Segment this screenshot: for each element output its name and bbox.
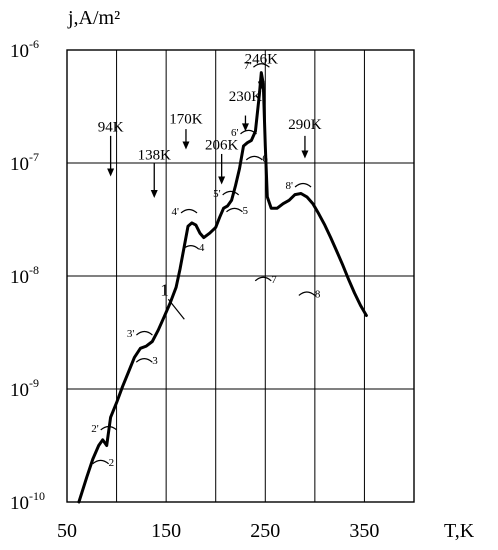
arrow-head bbox=[107, 168, 115, 177]
x-tick-label: 350 bbox=[349, 520, 379, 542]
curve-label: 1 bbox=[160, 280, 169, 299]
series-line bbox=[77, 71, 368, 504]
temperature-label: 138K bbox=[138, 148, 172, 164]
y-tick-label: 10-6 bbox=[10, 37, 39, 62]
curve-label-leader bbox=[167, 298, 185, 320]
peak-label: 3' bbox=[127, 328, 135, 340]
peak-arc bbox=[226, 207, 243, 213]
y-tick-exponent: -6 bbox=[29, 37, 39, 51]
series-layer bbox=[77, 71, 368, 504]
peak-label: 8' bbox=[286, 180, 294, 192]
peak-label: 2' bbox=[91, 423, 99, 435]
peak-label: 4 bbox=[199, 242, 205, 254]
temperature-label: 94K bbox=[98, 119, 124, 135]
arrow-head bbox=[257, 81, 265, 90]
y-axis-label: j,A/m² bbox=[67, 7, 120, 29]
temperature-label: 246K bbox=[245, 52, 279, 68]
peak-label: 7' bbox=[244, 60, 252, 72]
arrow-head bbox=[218, 176, 226, 185]
peak-arc bbox=[92, 459, 110, 465]
y-tick-label: 10-10 bbox=[10, 489, 45, 514]
peak-arc bbox=[136, 330, 153, 336]
peak-arc bbox=[254, 276, 272, 282]
peak-arc bbox=[180, 208, 198, 214]
arrow-head bbox=[241, 123, 249, 132]
grid bbox=[66, 49, 415, 503]
arrow-head bbox=[150, 190, 158, 199]
temperature-label: 290K bbox=[288, 117, 322, 133]
temperature-label: 206K bbox=[205, 137, 239, 153]
x-tick-label: 150 bbox=[151, 520, 181, 542]
y-tick-label: 10-7 bbox=[10, 150, 39, 175]
peak-arc bbox=[253, 63, 270, 68]
peak-arc bbox=[182, 245, 200, 250]
x-tick-label: 250 bbox=[250, 520, 280, 542]
peak-arc bbox=[100, 425, 118, 431]
y-tick-exponent: -9 bbox=[29, 376, 39, 390]
peak-label: 5' bbox=[213, 188, 221, 200]
y-tick-exponent: -8 bbox=[29, 263, 39, 277]
peak-arc bbox=[240, 129, 257, 135]
y-tick-label: 10-8 bbox=[10, 263, 39, 288]
peak-label: 4' bbox=[172, 206, 180, 218]
peak-label: 6 bbox=[262, 153, 268, 165]
peak-label: 8 bbox=[315, 288, 321, 300]
peak-label: 6' bbox=[231, 127, 239, 139]
x-axis-label: T,K bbox=[444, 520, 475, 542]
arrow-head bbox=[182, 141, 190, 150]
y-tick-exponent: -10 bbox=[29, 489, 45, 503]
temperature-label: 170K bbox=[169, 111, 203, 127]
peak-arc bbox=[222, 190, 240, 196]
temperature-label: 230K bbox=[229, 89, 263, 105]
y-tick-label: 10-9 bbox=[10, 376, 39, 401]
arrow-head bbox=[301, 150, 309, 159]
peak-label: 5 bbox=[242, 205, 248, 217]
peak-arc bbox=[135, 358, 153, 363]
peak-label: 3 bbox=[152, 355, 158, 367]
peak-arc bbox=[294, 182, 312, 188]
peak-arc bbox=[245, 155, 263, 161]
peak-label: 2 bbox=[109, 457, 115, 469]
y-tick-exponent: -7 bbox=[29, 150, 39, 164]
peak-arc bbox=[298, 291, 316, 296]
x-tick-label: 50 bbox=[57, 520, 77, 542]
peak-label: 7 bbox=[271, 274, 277, 286]
plot-frame bbox=[66, 49, 415, 503]
